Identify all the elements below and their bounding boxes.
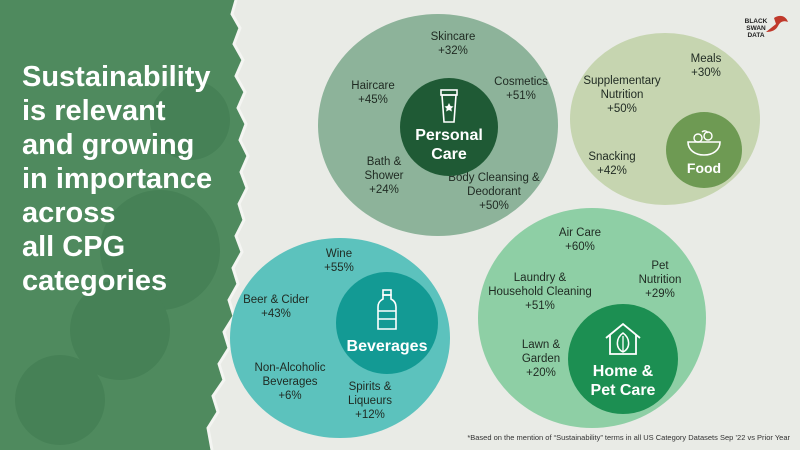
growth-value: +30% bbox=[691, 67, 721, 79]
bath-shower-stat: Bath & Shower +24% bbox=[365, 155, 404, 197]
category-label: Skincare bbox=[430, 31, 476, 43]
growth-value: +43% bbox=[261, 308, 291, 320]
cosmetics-stat: Cosmetics +51% bbox=[494, 75, 548, 103]
lawn-garden-stat: Lawn & Garden +20% bbox=[522, 338, 560, 380]
footnote: *Based on the mention of “Sustainability… bbox=[467, 433, 790, 442]
food-bowl-icon bbox=[687, 130, 721, 156]
growth-value: +55% bbox=[324, 262, 354, 274]
growth-value: +12% bbox=[355, 409, 385, 421]
growth-value: +20% bbox=[526, 367, 556, 379]
growth-value: +6% bbox=[278, 390, 302, 402]
non-alcoholic-beverages-stat: Non-Alcoholic Beverages +6% bbox=[255, 361, 326, 403]
category-label: Beer & Cider bbox=[243, 294, 309, 306]
hub-label: Food bbox=[686, 160, 722, 176]
skincare-stat: Skincare +32% bbox=[431, 30, 476, 58]
meals-stat: Meals +30% bbox=[691, 52, 722, 80]
wine-stat: Wine +55% bbox=[324, 247, 354, 275]
pet-nutrition-stat: Pet Nutrition +29% bbox=[639, 259, 682, 301]
growth-value: +29% bbox=[645, 288, 675, 300]
beverages-hub: Beverages bbox=[336, 272, 438, 374]
growth-value: +50% bbox=[607, 103, 637, 115]
category-label: Pet Nutrition bbox=[638, 260, 682, 286]
hub-label: Home & Pet Care bbox=[590, 363, 656, 399]
growth-value: +51% bbox=[525, 300, 555, 312]
hub-label: Personal Care bbox=[415, 127, 483, 163]
home-pet-care-hub: Home & Pet Care bbox=[568, 304, 678, 414]
category-label: Haircare bbox=[351, 80, 395, 92]
water-bottle-icon bbox=[377, 289, 397, 330]
category-label: Spirits & Liqueurs bbox=[347, 381, 393, 407]
category-label: Meals bbox=[690, 53, 722, 65]
category-label: Laundry & Household Cleaning bbox=[488, 272, 592, 298]
hub-label: Beverages bbox=[346, 338, 428, 355]
growth-value: +51% bbox=[506, 90, 536, 102]
logo-text: BLACK SWAN DATA bbox=[744, 18, 768, 39]
personal-care-hub: Personal Care bbox=[400, 78, 498, 176]
growth-value: +45% bbox=[358, 94, 388, 106]
swan-icon bbox=[766, 15, 788, 32]
growth-value: +42% bbox=[597, 165, 627, 177]
food-bubble bbox=[570, 33, 760, 205]
body-cleansing-stat: Body Cleansing & Deodorant +50% bbox=[448, 171, 539, 213]
torn-paper-edge bbox=[0, 0, 250, 450]
lotion-tube-icon bbox=[440, 89, 458, 123]
category-label: Air Care bbox=[558, 227, 602, 239]
laundry-household-cleaning-stat: Laundry & Household Cleaning +51% bbox=[488, 271, 592, 313]
growth-value: +60% bbox=[565, 241, 595, 253]
air-care-stat: Air Care +60% bbox=[559, 226, 601, 254]
growth-value: +32% bbox=[438, 45, 468, 57]
category-label: Non-Alcoholic Beverages bbox=[254, 362, 326, 388]
spirits-liqueurs-stat: Spirits & Liqueurs +12% bbox=[348, 380, 392, 422]
category-label: Cosmetics bbox=[494, 76, 548, 88]
haircare-stat: Haircare +45% bbox=[351, 79, 394, 107]
food-hub: Food bbox=[666, 112, 742, 188]
category-label: Lawn & Garden bbox=[521, 339, 561, 365]
category-label: Bath & Shower bbox=[364, 156, 404, 182]
beer-cider-stat: Beer & Cider +43% bbox=[243, 293, 309, 321]
growth-value: +24% bbox=[369, 184, 399, 196]
supplementary-nutrition-stat: Supplementary Nutrition +50% bbox=[583, 74, 660, 116]
headline-panel: Sustainability is relevant and growing i… bbox=[0, 0, 250, 450]
category-label: Snacking bbox=[588, 151, 636, 163]
category-label: Wine bbox=[325, 248, 353, 260]
category-label: Body Cleansing & Deodorant bbox=[448, 172, 540, 198]
black-swan-data-logo: BLACK SWAN DATA bbox=[736, 10, 792, 40]
headline: Sustainability is relevant and growing i… bbox=[22, 61, 213, 297]
category-label: Supplementary Nutrition bbox=[583, 75, 661, 101]
snacking-stat: Snacking +42% bbox=[588, 150, 635, 178]
house-leaf-icon bbox=[605, 322, 641, 355]
growth-value: +50% bbox=[479, 200, 509, 212]
